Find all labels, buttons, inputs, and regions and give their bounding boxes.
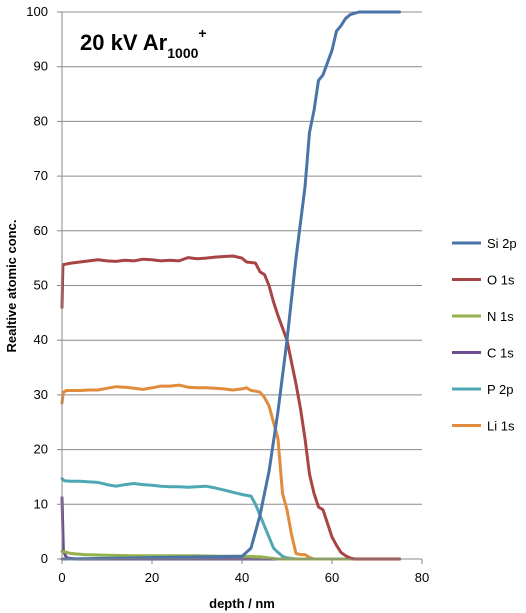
- x-tick-labels: 0 20 40 60 80: [58, 559, 429, 585]
- series-line-p-2p: [60, 477, 401, 561]
- legend-label-o-1s: O 1s: [487, 273, 515, 288]
- x-tick-label: 80: [415, 570, 429, 585]
- series-line-o-1s: [60, 254, 401, 561]
- legend-label-n-1s: N 1s: [487, 309, 514, 324]
- chart-title: 20 kV Ar1000+: [80, 25, 207, 61]
- x-axis-label: depth / nm: [209, 596, 275, 611]
- x-tick-label: 20: [145, 570, 159, 585]
- legend-label-si-2p: Si 2p: [487, 236, 517, 251]
- y-axis-label: Realtive atomic conc.: [4, 220, 19, 353]
- chart-title-subscript: 1000: [167, 45, 198, 61]
- x-tick-label: 40: [235, 570, 249, 585]
- y-tick-label: 60: [34, 223, 48, 238]
- y-tick-label: 50: [34, 278, 48, 293]
- y-tick-label: 40: [34, 332, 48, 347]
- series-line-c-1s: [60, 496, 401, 561]
- y-tick-label: 10: [34, 496, 48, 511]
- series-line-li-1s: [60, 383, 401, 561]
- y-tick-label: 70: [34, 168, 48, 183]
- legend-label-li-1s: Li 1s: [487, 419, 515, 434]
- legend-label-c-1s: C 1s: [487, 346, 514, 361]
- chart-title-superscript: +: [198, 25, 206, 41]
- x-tick-label: 0: [58, 570, 65, 585]
- y-tick-label: 100: [26, 4, 48, 19]
- legend-label-p-2p: P 2p: [487, 382, 514, 397]
- y-tick-label: 20: [34, 442, 48, 457]
- series-line-si-2p: [60, 10, 401, 561]
- legend: Si 2p O 1s N 1s C 1s P 2p Li 1s: [452, 236, 517, 434]
- y-tick-label: 80: [34, 113, 48, 128]
- y-tick-label: 0: [41, 551, 48, 566]
- y-tick-labels: 0 10 20 30 40 50 60 70 80 90 100: [26, 4, 62, 566]
- y-tick-label: 90: [34, 59, 48, 74]
- y-tick-label: 30: [34, 387, 48, 402]
- x-tick-label: 60: [325, 570, 339, 585]
- chart-title-main: 20 kV Ar: [80, 30, 168, 55]
